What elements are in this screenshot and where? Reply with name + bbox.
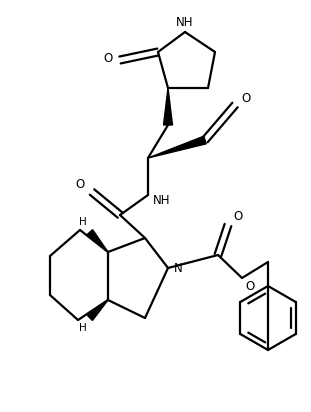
- Text: H: H: [79, 217, 87, 227]
- Text: O: O: [103, 52, 113, 65]
- Polygon shape: [148, 136, 206, 158]
- Polygon shape: [164, 88, 173, 125]
- Text: H: H: [79, 323, 87, 333]
- Text: N: N: [174, 262, 182, 274]
- Text: O: O: [233, 209, 243, 222]
- Text: O: O: [241, 91, 251, 105]
- Text: NH: NH: [153, 194, 171, 206]
- Text: NH: NH: [176, 16, 194, 28]
- Text: O: O: [75, 178, 85, 190]
- Polygon shape: [87, 300, 108, 321]
- Text: O: O: [245, 279, 255, 293]
- Polygon shape: [87, 229, 108, 252]
